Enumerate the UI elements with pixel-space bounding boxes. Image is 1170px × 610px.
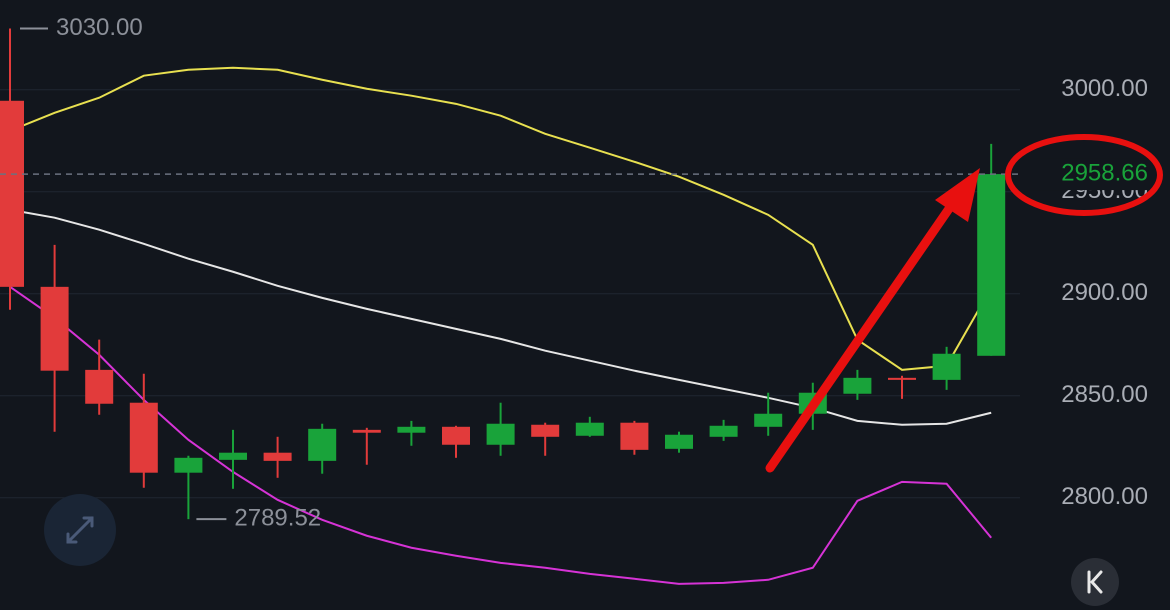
y-tick-label: 2800.00	[1061, 483, 1148, 510]
candle-body	[174, 457, 203, 473]
candle-body	[397, 426, 426, 433]
bands	[9, 66, 993, 585]
candle-body	[531, 424, 560, 437]
candle-body	[352, 429, 381, 433]
expand-icon[interactable]	[66, 516, 94, 544]
y-tick-label: 3000.00	[1061, 75, 1148, 102]
candle-body	[754, 413, 783, 427]
candle-body	[620, 422, 649, 450]
candle-body	[85, 369, 114, 404]
low-label: 2789.52	[234, 505, 321, 532]
expand-button[interactable]	[44, 494, 116, 566]
highlight-ellipse	[1005, 134, 1163, 216]
candles	[0, 28, 1006, 520]
high-label: 3030.00	[56, 14, 143, 41]
band-line	[9, 66, 993, 371]
scroll-button[interactable]	[1071, 558, 1119, 606]
candle-body	[486, 423, 515, 445]
candle-body	[308, 428, 337, 461]
arrow-head	[935, 168, 980, 222]
candle-body	[219, 452, 247, 460]
grid	[0, 89, 1020, 499]
y-tick-label: 2850.00	[1061, 381, 1148, 408]
y-tick-label: 2900.00	[1061, 279, 1148, 306]
candle-body	[709, 425, 738, 437]
candle-body	[0, 100, 24, 287]
candle-body	[129, 402, 158, 473]
candle-body	[932, 353, 961, 380]
band-line	[9, 208, 992, 426]
candle-body	[665, 434, 693, 449]
scroll-circle[interactable]	[1071, 558, 1119, 606]
candle-body	[40, 286, 69, 371]
annotations: 3030.00 2789.52 2958.66	[0, 14, 1155, 532]
candle-body	[843, 377, 872, 394]
candle-body	[977, 174, 1006, 356]
candle-body	[575, 422, 604, 436]
candle-body	[263, 452, 292, 461]
candle-body	[888, 377, 916, 380]
last-price-bg	[1030, 158, 1155, 191]
candle-body	[442, 426, 470, 445]
arrow-shaft	[765, 195, 960, 473]
last-price-label: 2958.66	[1061, 159, 1148, 186]
scroll-icon[interactable]	[1087, 570, 1103, 594]
band-line	[9, 286, 992, 585]
